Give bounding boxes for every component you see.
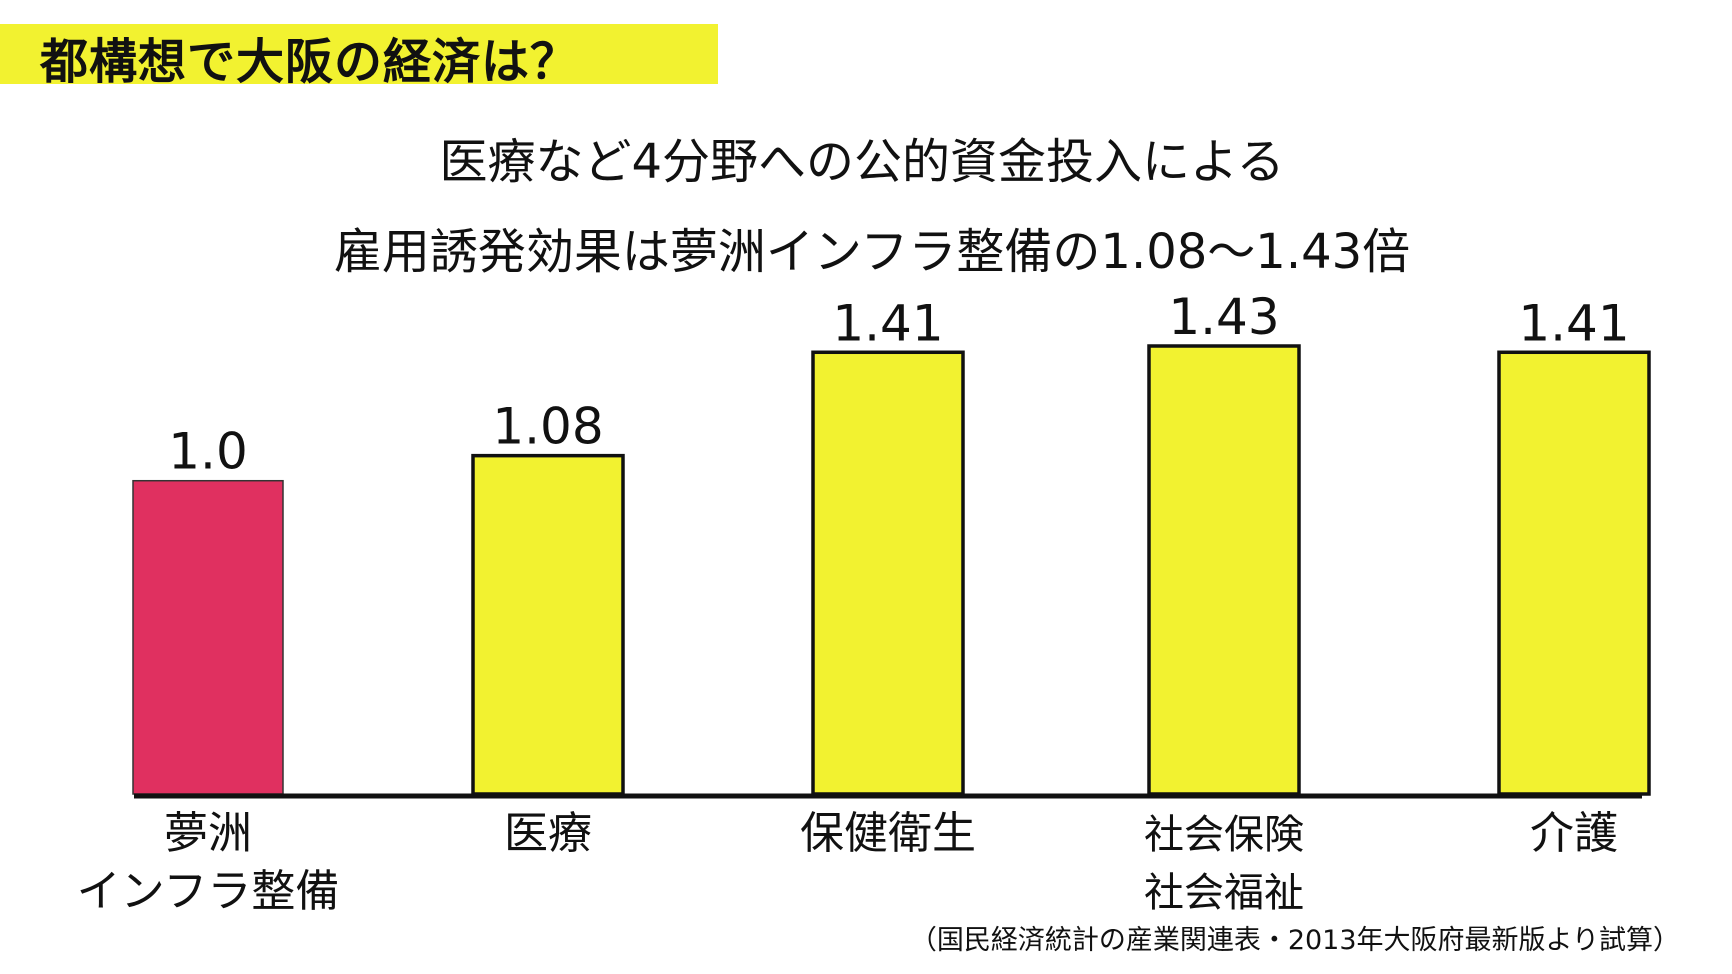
bar-1 [132,479,284,795]
category-label-5-line-1: 介護 [1530,808,1618,859]
value-label-5: 1.41 [1518,294,1629,352]
bar-5 [1497,350,1651,796]
category-label-1-line-1: 夢洲 [164,808,252,859]
category-label-4-line-2: 社会福祉 [1144,870,1304,916]
value-label-1: 1.0 [168,423,248,481]
value-label-3: 1.41 [832,294,943,352]
value-label-4: 1.43 [1168,288,1279,346]
headline-line-1: 医療など4分野への公的資金投入による [439,134,1285,190]
value-label-2: 1.08 [492,398,603,456]
source-note: （国民経済統計の産業関連表・2013年大阪府最新版より試算） [909,925,1680,956]
category-label-1-line-2: インフラ整備 [77,866,340,917]
headline-line-2: 雇用誘発効果は夢洲インフラ整備の1.08〜1.43倍 [333,224,1411,280]
bar-4 [1147,344,1301,796]
category-label-4-line-1: 社会保険 [1144,812,1304,858]
bar-2 [471,453,625,796]
page-title: 都構想で大阪の経済は？ [40,34,580,90]
category-label-3-line-1: 保健衛生 [800,808,976,859]
bar-3 [811,350,965,796]
header-band [0,24,718,84]
category-label-2-line-1: 医療 [504,808,592,859]
